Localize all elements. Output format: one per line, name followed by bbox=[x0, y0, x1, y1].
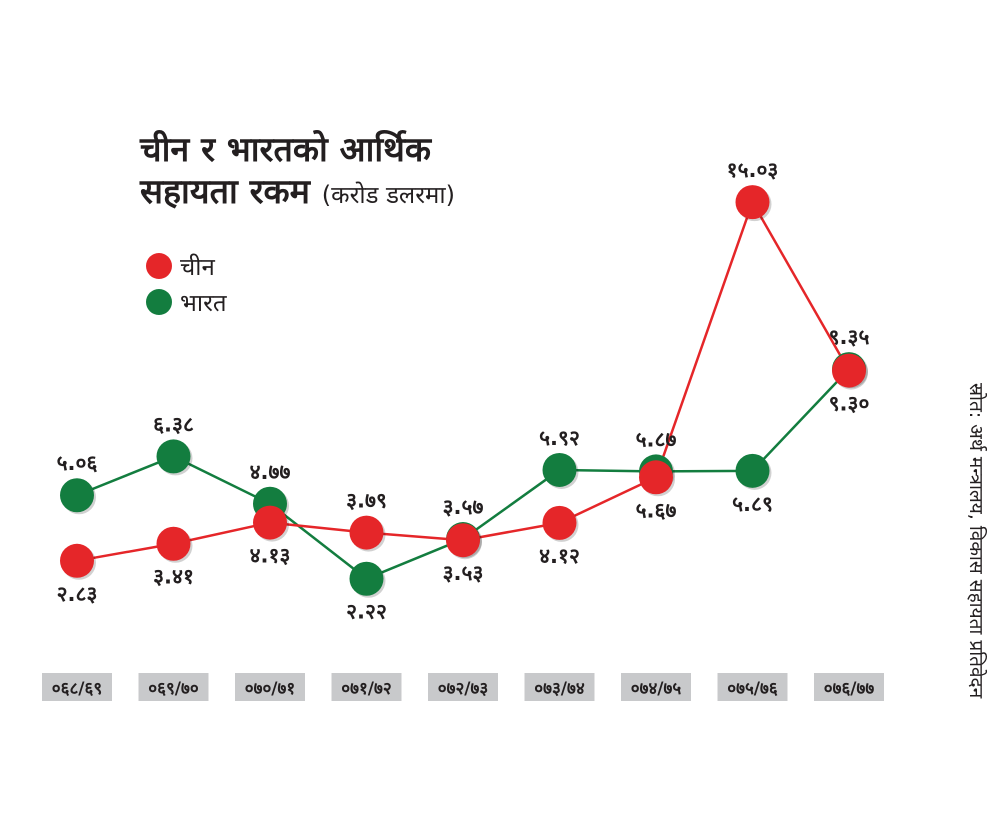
category-box bbox=[235, 673, 305, 701]
data-point-india bbox=[735, 453, 770, 488]
category-label: ०७०/७१ bbox=[245, 679, 295, 699]
category-box bbox=[524, 673, 595, 701]
title-line-2: सहायता रकम (करोड डलरमा) bbox=[140, 172, 455, 215]
data-point-china bbox=[832, 353, 866, 388]
data-label-china: १५.०३ bbox=[727, 158, 779, 182]
data-label-china: ३.७९ bbox=[346, 489, 387, 513]
data-point-china bbox=[60, 543, 94, 578]
data-point-china bbox=[446, 523, 480, 558]
category-box bbox=[621, 673, 691, 701]
chart-title: चीन र भारतको आर्थिक सहायता रकम (करोड डलर… bbox=[140, 128, 455, 215]
legend-label-china: चीन bbox=[180, 252, 215, 281]
category-box bbox=[42, 673, 112, 701]
source-note: स्रोत: अर्थ मन्त्रालय, विकास सहायता प्रत… bbox=[965, 383, 987, 699]
data-point-india bbox=[156, 439, 191, 474]
category-label: ०७३/७४ bbox=[534, 679, 585, 699]
data-label-india: ५.८९ bbox=[732, 492, 773, 516]
data-point-india bbox=[349, 561, 384, 596]
legend: चीन भारत bbox=[146, 248, 227, 320]
data-label-india: ५.०६ bbox=[57, 451, 98, 475]
category-box bbox=[138, 673, 209, 701]
category-label: ०७६/७७ bbox=[824, 679, 875, 699]
data-point-china bbox=[639, 460, 673, 495]
legend-item-china: चीन bbox=[146, 248, 227, 284]
data-point-china bbox=[735, 185, 770, 220]
category-label: ०७४/७५ bbox=[631, 679, 682, 699]
data-label-india: ५.८७ bbox=[636, 427, 677, 451]
data-label-india: ९.३५ bbox=[829, 325, 870, 349]
category-label: ०६८/६९ bbox=[52, 679, 102, 699]
data-label-china: ४.१२ bbox=[539, 544, 580, 568]
category-box bbox=[717, 673, 788, 701]
data-labels: २.८३ ३.४१ ४.१३ ३.७९ ३.५३ ४.१२ ५.६७ १५.०३ ९.३० ५.०… bbox=[57, 158, 870, 624]
data-point-china bbox=[156, 526, 191, 561]
legend-dot-india bbox=[146, 289, 172, 315]
category-label: ०७२/७३ bbox=[438, 679, 488, 699]
title-line-2-text: सहायता रकम bbox=[140, 172, 310, 212]
legend-label-india: भारत bbox=[180, 288, 227, 317]
data-label-india: ५.९२ bbox=[539, 426, 580, 450]
category-box bbox=[331, 673, 402, 701]
title-line-1: चीन र भारतको आर्थिक bbox=[140, 130, 431, 170]
data-label-india: ६.३८ bbox=[153, 412, 194, 436]
data-label-china: ३.५३ bbox=[443, 561, 484, 585]
data-label-india: ४.७७ bbox=[250, 460, 291, 484]
legend-dot-china bbox=[146, 253, 172, 279]
title-unit: (करोड डलरमा) bbox=[321, 181, 455, 209]
data-point-india bbox=[542, 452, 577, 487]
data-label-india: २.२२ bbox=[346, 600, 387, 624]
category-label: ०६९/७० bbox=[148, 679, 199, 699]
category-label: ०७१/७२ bbox=[341, 679, 391, 699]
data-point-india bbox=[60, 478, 94, 513]
data-label-china: ९.३० bbox=[829, 392, 870, 416]
data-point-china bbox=[349, 515, 384, 550]
data-label-china: ३.४१ bbox=[153, 565, 194, 589]
category-axis: ०६८/६९ ०६९/७० ०७०/७१ ०७१/७२ ०७२/७३ ०७३/७४ ०७४/… bbox=[42, 673, 884, 701]
category-box bbox=[814, 673, 884, 701]
legend-item-india: भारत bbox=[146, 284, 227, 320]
data-label-china: ५.६७ bbox=[636, 498, 677, 522]
data-label-india: ३.५७ bbox=[443, 495, 484, 519]
data-point-china bbox=[542, 505, 577, 540]
category-label: ०७५/७६ bbox=[727, 679, 778, 699]
data-points bbox=[60, 185, 868, 598]
data-point-china bbox=[253, 505, 287, 540]
data-label-china: ४.१३ bbox=[250, 544, 291, 568]
category-box bbox=[428, 673, 498, 701]
data-label-china: २.८३ bbox=[57, 582, 98, 606]
